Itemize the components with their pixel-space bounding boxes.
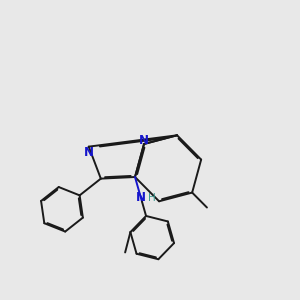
Text: N: N bbox=[138, 134, 148, 147]
Text: N: N bbox=[136, 191, 146, 204]
Text: N: N bbox=[84, 146, 94, 159]
Text: H: H bbox=[148, 193, 156, 203]
